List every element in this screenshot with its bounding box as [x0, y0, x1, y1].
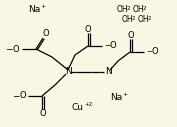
Text: +2: +2 [84, 102, 92, 107]
Text: −: − [146, 49, 152, 55]
Text: OH: OH [138, 15, 150, 25]
Text: 2: 2 [143, 5, 147, 11]
Text: Na: Na [28, 4, 40, 13]
Text: O: O [13, 44, 19, 53]
Text: O: O [128, 30, 134, 39]
Text: Na: Na [110, 92, 122, 101]
Text: 2: 2 [148, 15, 152, 20]
Text: O: O [20, 91, 26, 100]
Text: O: O [40, 108, 46, 117]
Text: O: O [152, 47, 158, 57]
Text: N: N [105, 67, 111, 76]
Text: OH: OH [133, 5, 145, 14]
Text: O: O [85, 25, 91, 34]
Text: N: N [65, 67, 71, 76]
Text: OH: OH [122, 15, 134, 25]
Text: O: O [43, 29, 49, 38]
Text: −: − [5, 44, 13, 53]
Text: −: − [104, 42, 110, 51]
Text: 2: 2 [132, 15, 136, 20]
Text: +: + [40, 4, 45, 9]
Text: +: + [122, 91, 127, 97]
Text: OH: OH [117, 5, 129, 14]
Text: O: O [110, 42, 116, 51]
Text: Cu: Cu [72, 104, 84, 113]
Text: 2: 2 [127, 5, 130, 11]
Text: −: − [12, 91, 20, 100]
